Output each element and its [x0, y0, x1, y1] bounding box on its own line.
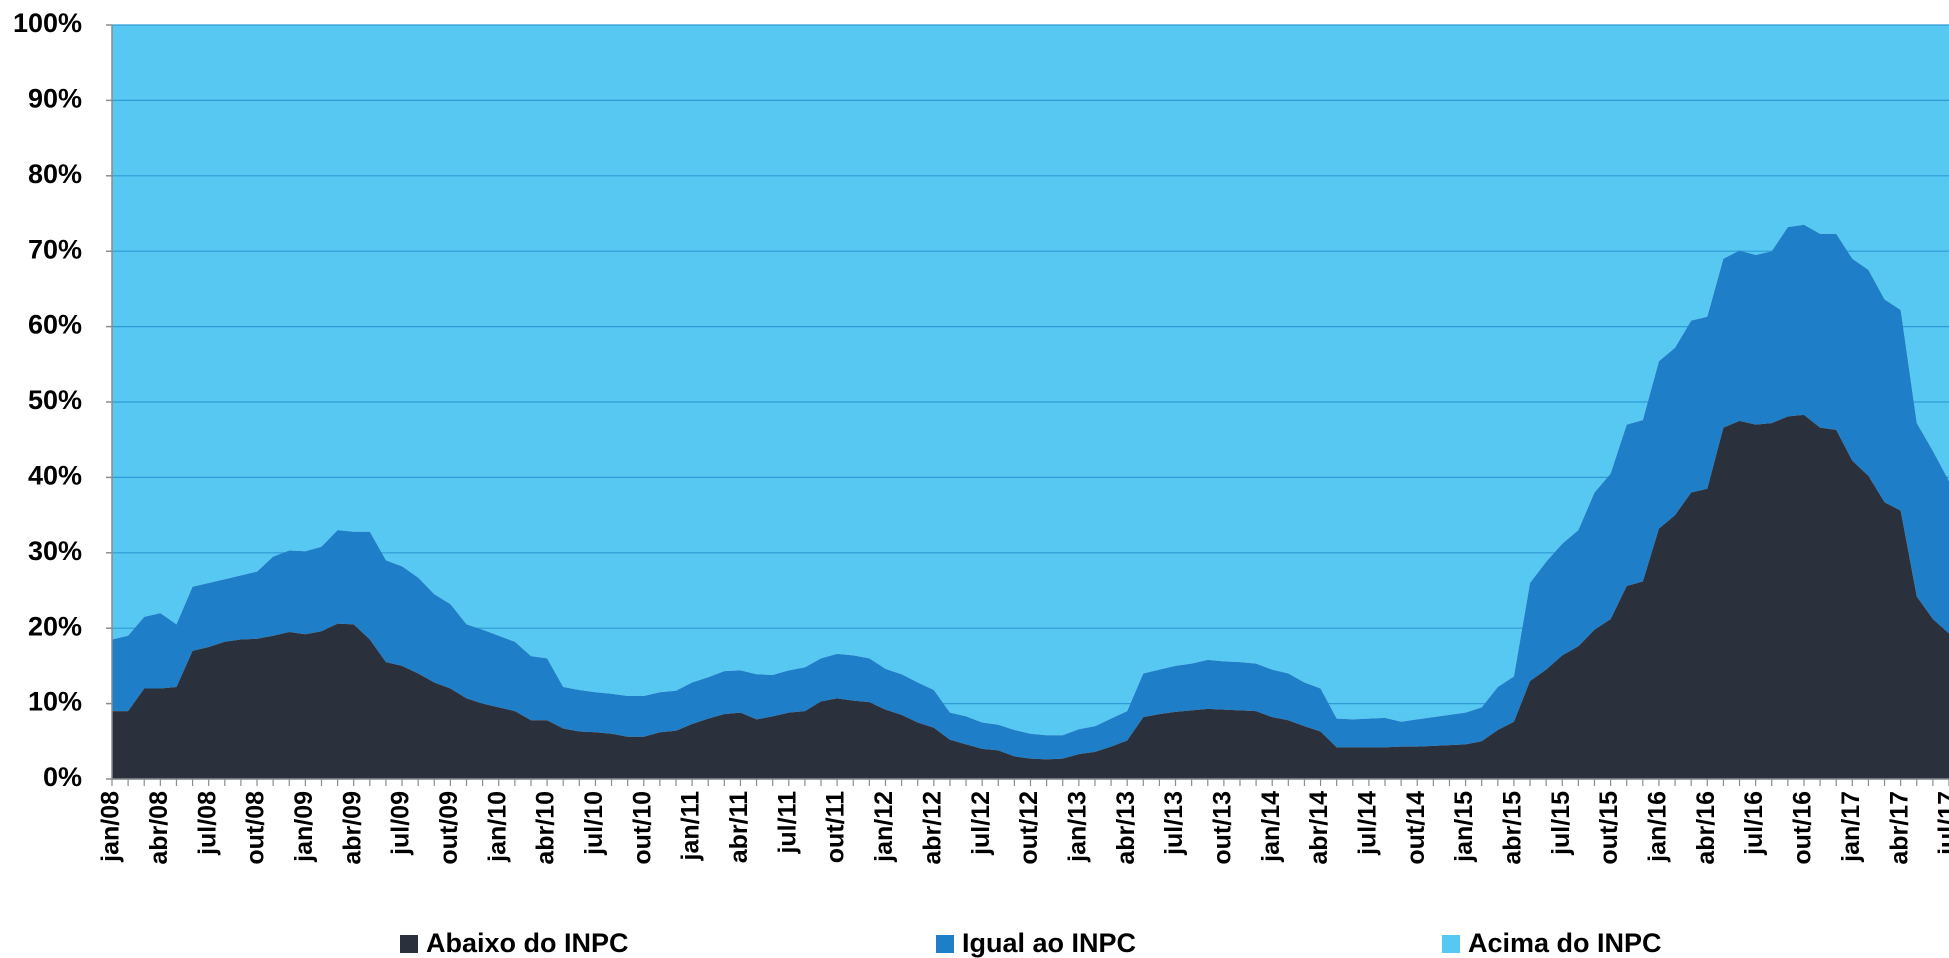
y-tick-label: 20% [28, 611, 82, 641]
x-tick-label: jan/09 [290, 791, 318, 863]
x-tick-label: jan/14 [1257, 791, 1285, 863]
x-tick-label: jan/13 [1063, 791, 1091, 863]
x-tick-label: jan/17 [1837, 791, 1865, 863]
x-tick-label: out/16 [1789, 791, 1817, 865]
x-tick-label: out/10 [628, 791, 656, 865]
x-tick-label: abr/11 [725, 791, 753, 863]
y-tick-label: 0% [43, 762, 82, 792]
x-tick-label: out/14 [1402, 791, 1430, 865]
y-tick-label: 70% [28, 234, 82, 264]
y-tick-label: 100% [13, 8, 82, 38]
x-tick-label: jan/10 [483, 791, 511, 863]
x-tick-label: jan/16 [1644, 791, 1672, 863]
y-tick-label: 90% [28, 84, 82, 114]
legend-label: Igual ao INPC [962, 928, 1136, 958]
x-tick-label: abr/09 [338, 791, 366, 865]
area [112, 414, 1949, 779]
y-tick-label: 60% [28, 310, 82, 340]
x-tick-label: abr/17 [1885, 791, 1913, 865]
x-tick-label: jan/12 [870, 791, 898, 863]
x-tick-label: jul/12 [967, 791, 995, 856]
legend-label: Abaixo do INPC [426, 928, 629, 958]
x-tick-label: jan/08 [97, 791, 125, 863]
x-tick-label: abr/10 [532, 791, 560, 865]
x-tick-label: jul/11 [773, 791, 801, 855]
legend-swatch [400, 935, 418, 953]
x-tick-label: out/08 [242, 791, 270, 865]
legend-swatch [1442, 935, 1460, 953]
x-tick-label: jul/08 [193, 791, 221, 856]
x-tick-label: out/09 [435, 791, 463, 865]
x-tick-label: jul/10 [580, 791, 608, 856]
x-tick-label: jul/14 [1354, 791, 1382, 856]
y-tick-label: 10% [28, 687, 82, 717]
x-tick-label: jul/13 [1160, 791, 1188, 856]
x-tick-label: abr/14 [1305, 791, 1333, 865]
x-tick-label: abr/16 [1692, 791, 1720, 865]
x-tick-label: jul/17 [1934, 791, 1949, 856]
x-tick-label: abr/08 [145, 791, 173, 865]
x-tick-label: abr/13 [1112, 791, 1140, 865]
y-tick-label: 80% [28, 159, 82, 189]
x-tick-label: jul/16 [1740, 791, 1768, 856]
x-tick-label: abr/12 [918, 791, 946, 865]
x-tick-label: jan/11 [677, 791, 705, 862]
x-tick-label: out/15 [1595, 791, 1623, 865]
legend-swatch [936, 935, 954, 953]
y-tick-label: 30% [28, 536, 82, 566]
x-tick-label: out/13 [1208, 791, 1236, 865]
y-tick-label: 50% [28, 385, 82, 415]
x-tick-label: abr/15 [1499, 791, 1527, 865]
area [112, 224, 1949, 760]
x-tick-label: out/12 [1015, 791, 1043, 865]
y-tick-label: 40% [28, 461, 82, 491]
legend-label: Acima do INPC [1468, 928, 1662, 958]
x-tick-label: jan/15 [1450, 791, 1478, 863]
area [112, 25, 1949, 736]
x-tick-label: jul/09 [387, 791, 415, 856]
x-tick-label: out/11 [822, 791, 850, 863]
x-tick-label: jul/15 [1547, 791, 1575, 856]
